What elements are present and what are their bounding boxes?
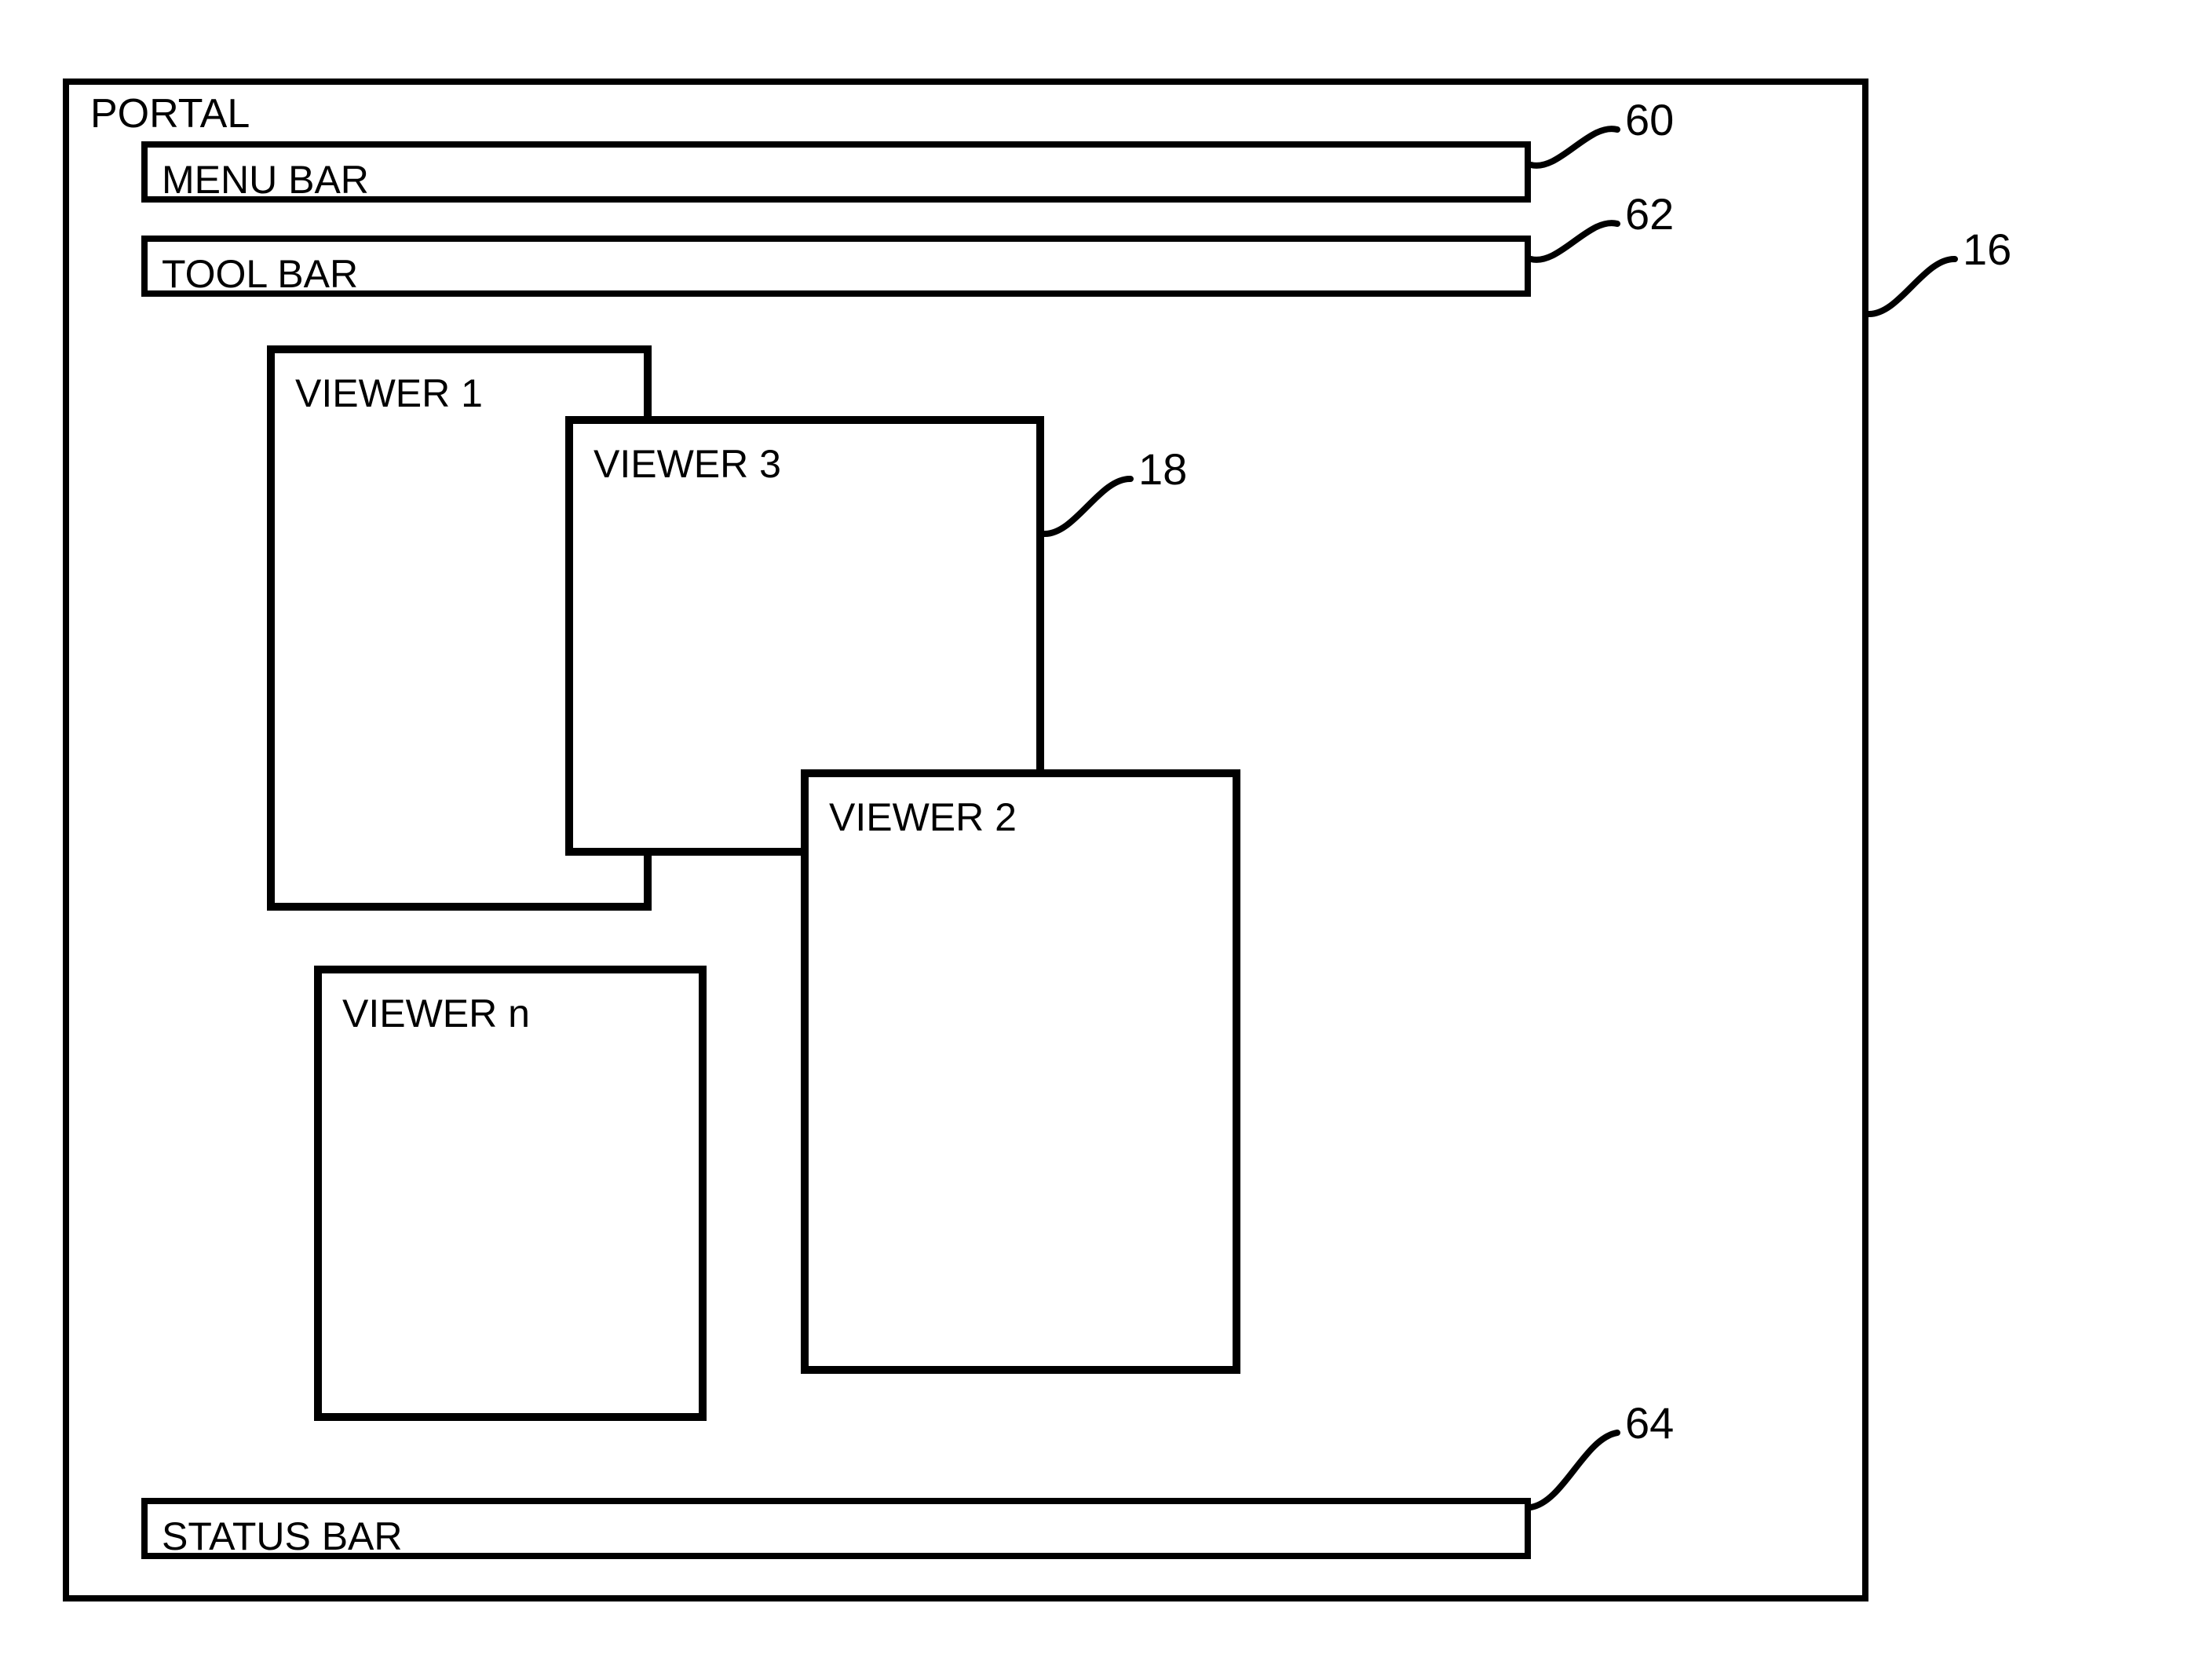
viewer-2: VIEWER 2	[801, 769, 1240, 1374]
viewer-n: VIEWER n	[314, 966, 707, 1421]
viewer-3-label: VIEWER 3	[594, 441, 781, 487]
status-bar-callout-ref: 64	[1625, 1397, 1674, 1448]
status-bar: STATUS BAR	[141, 1498, 1531, 1559]
portal-title: PORTAL	[90, 90, 250, 137]
portal-callout-ref: 16	[1963, 224, 2011, 275]
menu-bar-callout-ref: 60	[1625, 94, 1674, 145]
viewer-2-label: VIEWER 2	[829, 794, 1017, 840]
diagram-canvas: PORTAL 16 MENU BAR 60 TOOL BAR 62 STATUS BAR 64…	[0, 0, 2188, 1680]
tool-bar-label: TOOL BAR	[162, 251, 358, 297]
menu-bar-label: MENU BAR	[162, 157, 369, 203]
menu-bar: MENU BAR	[141, 141, 1531, 203]
tool-bar-callout-ref: 62	[1625, 188, 1674, 239]
viewer-n-label: VIEWER n	[342, 991, 530, 1036]
viewer-3-callout-ref: 18	[1138, 444, 1187, 495]
viewer-1-label: VIEWER 1	[295, 371, 483, 416]
tool-bar: TOOL BAR	[141, 236, 1531, 297]
status-bar-label: STATUS BAR	[162, 1514, 403, 1559]
